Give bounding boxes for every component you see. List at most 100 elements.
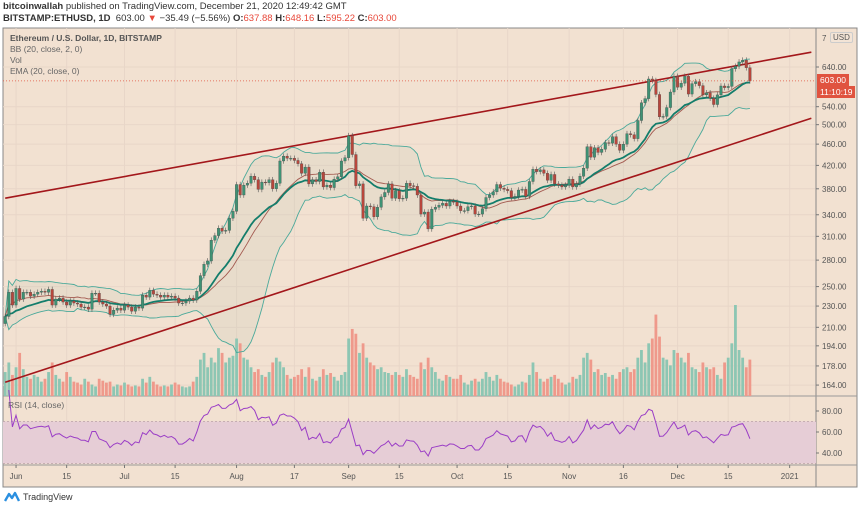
volume-bar bbox=[224, 362, 228, 396]
volume-bar bbox=[546, 378, 549, 396]
volume-bar bbox=[513, 386, 517, 396]
legend-ema[interactable]: EMA (20, close, 0) bbox=[10, 66, 80, 76]
candle-body bbox=[650, 78, 654, 81]
volume-bar bbox=[672, 350, 676, 396]
candle-body bbox=[509, 190, 513, 198]
candle-body bbox=[654, 80, 658, 95]
legend-vol[interactable]: Vol bbox=[10, 55, 22, 65]
volume-bar bbox=[47, 372, 50, 396]
volume-bar bbox=[256, 369, 260, 396]
candle-body bbox=[188, 297, 192, 302]
candle-body bbox=[358, 183, 361, 186]
candle-body bbox=[386, 183, 390, 193]
candle-body bbox=[433, 207, 437, 210]
volume-bar bbox=[264, 376, 267, 396]
candle-body bbox=[571, 178, 575, 188]
time-tick-label: Jun bbox=[10, 472, 23, 481]
candle-body bbox=[339, 160, 343, 177]
volume-bar bbox=[715, 374, 719, 396]
candle-body bbox=[401, 198, 405, 200]
candle-body bbox=[274, 183, 278, 189]
volume-bar bbox=[3, 372, 7, 396]
candle-body bbox=[311, 179, 314, 185]
bollinger-upper-line bbox=[4, 58, 750, 317]
time-tick-label: 15 bbox=[171, 472, 180, 481]
candle-body bbox=[231, 211, 235, 219]
rsi-legend[interactable]: RSI (14, close) bbox=[8, 400, 65, 410]
volume-bar bbox=[83, 378, 87, 396]
candle-body bbox=[148, 290, 152, 298]
volume-bar bbox=[32, 374, 36, 396]
volume-bar bbox=[629, 372, 632, 396]
candle-body bbox=[517, 189, 520, 197]
rsi-tick-label: 40.00 bbox=[822, 449, 843, 458]
candle-body bbox=[600, 149, 604, 153]
volume-bar bbox=[697, 372, 701, 396]
candle-body bbox=[47, 289, 51, 293]
price-tick-label: 164.00 bbox=[822, 381, 847, 390]
volume-bar bbox=[593, 372, 596, 396]
volume-bar bbox=[412, 376, 416, 396]
volume-bar bbox=[293, 376, 296, 396]
candle-body bbox=[25, 292, 29, 294]
candle-body bbox=[166, 295, 170, 298]
candle-body bbox=[611, 136, 614, 144]
author[interactable]: bitcoinwallah bbox=[3, 1, 64, 12]
volume-bar bbox=[231, 355, 235, 396]
candle-body bbox=[289, 158, 293, 160]
time-tick-label: Nov bbox=[562, 472, 576, 481]
volume-bar bbox=[206, 367, 210, 396]
volume-bar bbox=[29, 378, 32, 396]
volume-bar bbox=[589, 359, 593, 396]
time-tick-label: Oct bbox=[451, 472, 464, 481]
candle-body bbox=[115, 307, 119, 311]
volume-bar bbox=[491, 380, 495, 396]
candle-body bbox=[603, 142, 607, 150]
volume-bar bbox=[423, 369, 426, 396]
volume-bar bbox=[437, 378, 441, 396]
candle-body bbox=[546, 173, 549, 181]
time-tick-label: Sep bbox=[342, 472, 357, 481]
tradingview-logo[interactable]: TradingView bbox=[4, 491, 73, 502]
rsi-band bbox=[3, 421, 816, 464]
volume-bar bbox=[361, 343, 365, 396]
volume-bar bbox=[433, 372, 437, 396]
currency-badge[interactable]: USD bbox=[830, 32, 853, 43]
candle-body bbox=[741, 60, 745, 63]
candle-body bbox=[173, 295, 177, 299]
candle-body bbox=[332, 178, 336, 188]
volume-bar bbox=[253, 372, 257, 396]
candle-body bbox=[694, 81, 698, 84]
candle-body bbox=[213, 235, 217, 241]
price-tick-label: 380.00 bbox=[822, 185, 847, 194]
candle-body bbox=[242, 184, 246, 196]
candle-body bbox=[607, 142, 611, 144]
volume-bar bbox=[611, 374, 614, 396]
candle-body bbox=[350, 135, 354, 155]
volume-bar bbox=[495, 374, 499, 396]
candle-body bbox=[14, 288, 18, 306]
volume-bar bbox=[21, 369, 25, 396]
volume-bar bbox=[452, 378, 455, 396]
time-tick-label: Aug bbox=[229, 472, 243, 481]
legend-bb[interactable]: BB (20, close, 2, 0) bbox=[10, 44, 83, 54]
candle-body bbox=[29, 292, 32, 297]
volume-bar bbox=[455, 378, 459, 396]
candle-body bbox=[90, 293, 94, 310]
candle-body bbox=[712, 98, 716, 105]
volume-bar bbox=[444, 374, 448, 396]
publish-info: bitcoinwallah published on TradingView.c… bbox=[3, 1, 347, 12]
candle-body bbox=[300, 163, 304, 174]
volume-bar bbox=[394, 372, 398, 396]
candle-body bbox=[690, 83, 694, 95]
candle-body bbox=[206, 260, 210, 265]
volume-bar bbox=[170, 384, 173, 396]
volume-bar bbox=[643, 362, 647, 396]
low-value: 595.22 bbox=[325, 13, 355, 24]
candle-body bbox=[235, 184, 239, 212]
candle-body bbox=[408, 183, 412, 186]
candle-body bbox=[592, 147, 596, 158]
volume-bar bbox=[473, 378, 477, 396]
candle-body bbox=[466, 206, 470, 211]
